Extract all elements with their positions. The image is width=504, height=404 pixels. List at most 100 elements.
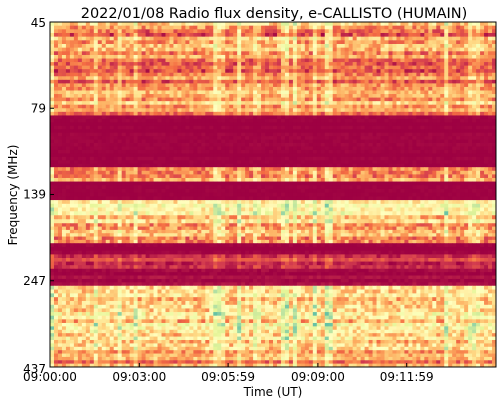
heat-cell: [197, 36, 202, 41]
heat-cell: [189, 160, 194, 165]
heat-cell: [201, 97, 206, 102]
heat-cell: [368, 104, 373, 109]
heat-cell: [121, 129, 127, 134]
heat-cell: [460, 122, 465, 127]
heat-cell: [97, 163, 103, 168]
heat-cell: [153, 72, 158, 77]
heat-cell: [316, 170, 322, 175]
heat-cell: [129, 115, 135, 120]
heat-cell: [452, 118, 457, 123]
heat-cell: [265, 111, 270, 116]
heat-cell: [328, 58, 334, 63]
heat-cell: [308, 129, 314, 134]
heat-cell: [348, 129, 354, 134]
heat-cell: [141, 83, 146, 88]
heat-cell: [77, 174, 83, 179]
heat-cell: [185, 22, 190, 27]
heat-cell: [225, 118, 230, 123]
heat-cell: [221, 118, 226, 123]
heat-cell: [392, 43, 397, 49]
heat-cell: [432, 125, 437, 130]
heat-cell: [185, 163, 190, 168]
heat-cell: [440, 83, 445, 88]
heat-cell: [53, 167, 59, 172]
heat-cell: [117, 65, 123, 70]
heat-cell: [181, 43, 186, 49]
heat-cell: [137, 111, 142, 116]
heat-cell: [348, 62, 354, 67]
heat-cell: [53, 104, 59, 109]
heat-cell: [185, 125, 190, 130]
heat-cell: [280, 62, 286, 67]
heat-cell: [368, 146, 373, 151]
heat-cell: [161, 43, 166, 49]
heat-cell: [480, 174, 485, 179]
heat-cell: [292, 149, 298, 154]
heat-cell: [221, 65, 226, 70]
heat-cell: [460, 51, 465, 56]
heat-cell: [464, 65, 469, 70]
heat-cell: [241, 143, 246, 147]
heat-cell: [225, 97, 230, 102]
heat-cell: [193, 167, 198, 172]
heat-cell: [340, 132, 346, 137]
heat-cell: [113, 69, 119, 74]
heat-cell: [109, 146, 115, 151]
heat-cell: [384, 69, 389, 74]
heat-cell: [364, 174, 369, 179]
heat-cell: [113, 58, 119, 63]
heat-cell: [448, 129, 453, 134]
heat-cell: [444, 51, 449, 56]
heat-cell: [408, 47, 413, 52]
heat-cell: [456, 170, 461, 175]
heat-cell: [217, 153, 222, 158]
heat-cell: [109, 125, 115, 130]
heat-cell: [97, 111, 103, 116]
heat-cell: [332, 47, 338, 52]
heat-cell: [97, 153, 103, 158]
heat-cell: [332, 86, 338, 91]
heat-cell: [257, 101, 262, 106]
heat-cell: [388, 40, 393, 45]
heat-cell: [400, 125, 405, 130]
heat-cell: [125, 65, 131, 70]
heat-cell: [428, 146, 433, 151]
heat-cell: [452, 163, 457, 168]
heat-cell: [308, 167, 314, 172]
heat-cell: [237, 90, 242, 95]
heat-cell: [217, 25, 222, 30]
heat-cell: [77, 65, 83, 70]
heat-cell: [304, 111, 310, 116]
heat-cell: [344, 174, 350, 179]
heat-cell: [225, 104, 230, 109]
heat-cell: [65, 29, 71, 34]
heat-cell: [201, 32, 206, 38]
heat-cell: [456, 122, 461, 127]
heat-cell: [113, 32, 119, 38]
heat-cell: [292, 177, 298, 182]
heat-cell: [460, 90, 465, 95]
heat-cell: [229, 29, 234, 34]
heat-cell: [257, 111, 262, 116]
heat-cell: [344, 94, 350, 98]
heat-cell: [109, 167, 115, 172]
heat-cell: [276, 163, 282, 168]
heat-cell: [460, 54, 465, 59]
heat-cell: [484, 118, 489, 123]
heat-cell: [292, 40, 298, 45]
heat-cell: [344, 86, 350, 91]
heat-cell: [292, 139, 298, 144]
heat-cell: [133, 58, 139, 63]
heat-cell: [424, 129, 429, 134]
heat-cell: [356, 136, 362, 140]
heat-cell: [233, 167, 238, 172]
heat-cell: [85, 167, 91, 172]
heat-cell: [396, 40, 401, 45]
heat-cell: [273, 139, 278, 144]
heat-cell: [412, 122, 417, 127]
heat-cell: [73, 69, 79, 74]
heat-cell: [384, 51, 389, 56]
heat-cell: [153, 76, 158, 81]
heat-cell: [408, 163, 413, 168]
heat-cell: [412, 69, 417, 74]
